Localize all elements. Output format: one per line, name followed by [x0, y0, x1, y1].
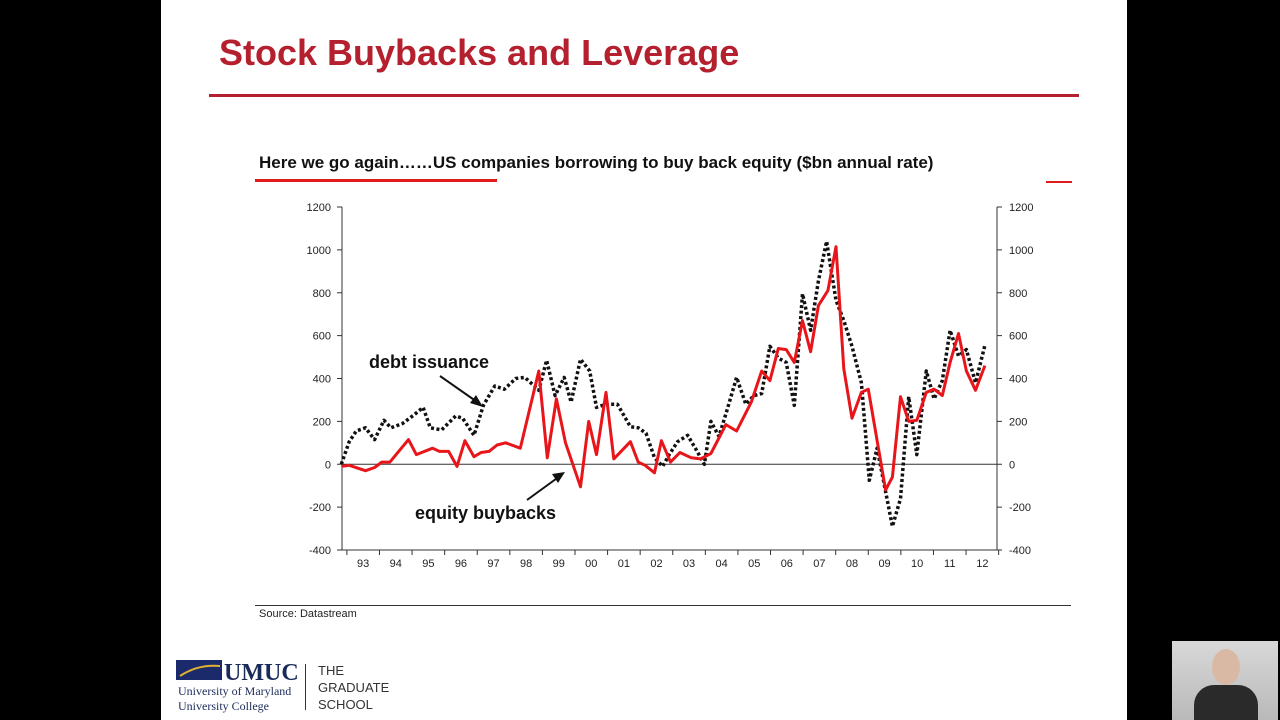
title-underline — [255, 179, 497, 182]
x-tick-label: 08 — [846, 558, 858, 570]
equity-arrow — [526, 475, 561, 501]
y-tick-label-left: -400 — [309, 545, 331, 557]
x-tick-label: 10 — [911, 558, 923, 570]
red-dash-mark — [1046, 181, 1072, 183]
x-tick-label: 06 — [781, 558, 793, 570]
webcam-presenter-video — [1172, 641, 1278, 720]
y-tick-label-left: 1000 — [307, 245, 331, 257]
x-tick-label: 04 — [716, 558, 728, 570]
debt-arrowhead — [470, 395, 483, 407]
y-tick-label-left: 200 — [313, 416, 331, 428]
y-tick-label-right: 600 — [1009, 331, 1027, 343]
x-tick-label: 05 — [748, 558, 760, 570]
umuc-wordmark: UMUC — [224, 660, 299, 686]
x-tick-label: 94 — [390, 558, 402, 570]
equity-arrowhead — [552, 472, 565, 483]
x-tick-label: 95 — [422, 558, 434, 570]
x-tick-label: 09 — [878, 558, 890, 570]
y-tick-label-right: 200 — [1009, 416, 1027, 428]
logo-divider — [305, 664, 306, 710]
y-tick-label-left: 0 — [325, 459, 331, 471]
graduate-school-label: THE GRADUATE SCHOOL — [318, 663, 390, 712]
x-tick-label: 11 — [944, 558, 955, 570]
y-tick-label-right: 1200 — [1009, 202, 1033, 214]
debt-issuance-label: debt issuance — [369, 352, 490, 372]
university-name: University of Maryland University College — [178, 684, 292, 713]
x-tick-label: 98 — [520, 558, 532, 570]
series-equity-buybacks — [341, 245, 987, 492]
x-tick-label: 07 — [813, 558, 825, 570]
x-tick-label: 01 — [618, 558, 630, 570]
slide — [161, 0, 1127, 720]
y-tick-label-right: 0 — [1009, 459, 1015, 471]
slide-title: Stock Buybacks and Leverage — [219, 32, 740, 73]
y-tick-label-right: -200 — [1009, 502, 1031, 514]
x-tick-label: 99 — [553, 558, 565, 570]
x-tick-label: 97 — [487, 558, 499, 570]
y-tick-label-left: 800 — [313, 288, 331, 300]
y-tick-label-right: 400 — [1009, 374, 1027, 386]
y-tick-label-left: 600 — [313, 331, 331, 343]
x-tick-label: 02 — [650, 558, 662, 570]
umuc-logo-icon — [176, 660, 222, 680]
x-tick-label: 03 — [683, 558, 695, 570]
y-tick-label-right: 1000 — [1009, 245, 1033, 257]
x-tick-label: 93 — [357, 558, 369, 570]
series-lines — [339, 239, 987, 529]
y-tick-label-left: 400 — [313, 374, 331, 386]
x-tick-label: 12 — [976, 558, 988, 570]
x-tick-label: 00 — [585, 558, 597, 570]
series-debt-issuance — [339, 239, 987, 529]
equity-buybacks-label: equity buybacks — [415, 503, 557, 523]
y-tick-label-left: 1200 — [307, 202, 331, 214]
y-tick-label-right: -400 — [1009, 545, 1031, 557]
y-tick-label-left: -200 — [309, 502, 331, 514]
chart-title: Here we go again……US companies borrowing… — [259, 153, 934, 172]
chart-source: Source: Datastream — [259, 608, 357, 620]
x-tick-label: 96 — [455, 558, 467, 570]
title-divider — [209, 94, 1079, 97]
source-divider — [255, 605, 1071, 606]
y-tick-label-right: 800 — [1009, 288, 1027, 300]
